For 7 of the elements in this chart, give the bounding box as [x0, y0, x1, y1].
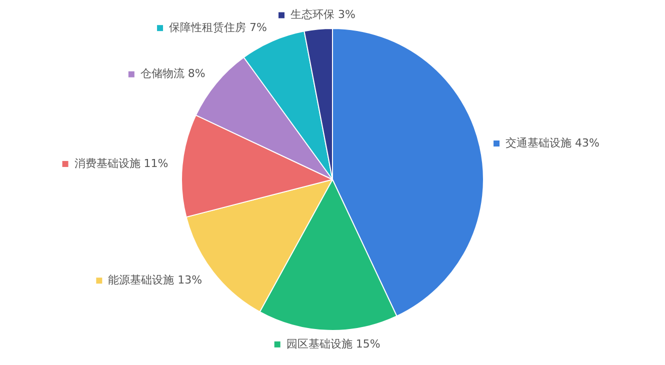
legend-label: 园区基础设施 15% [286, 337, 380, 350]
legend-label: 能源基础设施 13% [108, 273, 202, 286]
legend-label: 消费基础设施 11% [74, 156, 168, 170]
legend-label: 交通基础设施 43% [506, 136, 600, 150]
legend-label: 保障性租赁住房 7% [169, 20, 267, 34]
legend-label: 仓储物流 8% [140, 67, 206, 80]
legend-label: 生态环保 3% [290, 8, 356, 22]
